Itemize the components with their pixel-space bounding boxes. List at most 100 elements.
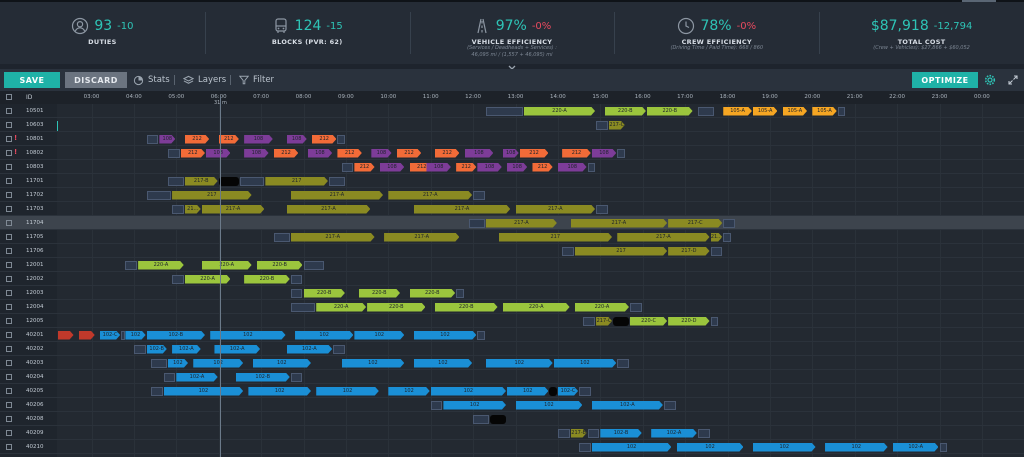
deadhead-segment[interactable]	[121, 330, 126, 340]
row-checkbox[interactable]	[6, 108, 12, 114]
deadhead-segment[interactable]	[697, 106, 714, 116]
trip-segment[interactable]: 102	[677, 443, 744, 452]
row-checkbox[interactable]	[6, 318, 12, 324]
block-row[interactable]	[0, 272, 1024, 286]
trip-segment[interactable]: 108	[380, 163, 404, 172]
deadhead-segment[interactable]	[587, 428, 600, 438]
trip-segment[interactable]: 102	[342, 359, 405, 368]
row-checkbox[interactable]	[6, 178, 12, 184]
trip-segment[interactable]: 102	[507, 387, 548, 396]
trip-segment[interactable]	[58, 331, 74, 340]
trip-segment[interactable]: 102	[414, 359, 472, 368]
fullscreen-button[interactable]	[1006, 73, 1020, 87]
trip-segment[interactable]: 212	[562, 149, 591, 158]
trip-segment[interactable]	[613, 316, 629, 326]
trip-segment[interactable]: 220-A	[575, 303, 629, 312]
block-row[interactable]	[0, 188, 1024, 202]
trip-segment[interactable]: 220-B	[304, 289, 345, 298]
trip-segment[interactable]: 102-A	[592, 401, 663, 410]
deadhead-segment[interactable]	[617, 148, 625, 158]
row-checkbox[interactable]	[6, 234, 12, 240]
trip-segment[interactable]: 212	[312, 135, 336, 144]
trip-segment[interactable]: 102	[486, 359, 553, 368]
block-row[interactable]	[0, 174, 1024, 188]
trip-segment[interactable]: 108	[558, 163, 587, 172]
trip-segment[interactable]: 108	[592, 149, 616, 158]
block-row[interactable]	[0, 230, 1024, 244]
trip-segment[interactable]: 108	[308, 149, 332, 158]
deadhead-segment[interactable]	[710, 246, 723, 256]
trip-segment[interactable]: 217-D	[668, 247, 709, 256]
block-row[interactable]	[0, 286, 1024, 300]
row-checkbox[interactable]	[6, 374, 12, 380]
trip-segment[interactable]: 217	[172, 191, 252, 200]
deadhead-segment[interactable]	[596, 204, 608, 214]
block-row[interactable]	[0, 146, 1024, 160]
trip-segment[interactable]: 108	[159, 135, 175, 144]
discard-button[interactable]: DISCARD	[65, 72, 127, 88]
trip-segment[interactable]: 217-A	[291, 191, 383, 200]
trip-segment[interactable]	[490, 414, 506, 424]
trip-segment[interactable]: 21...	[710, 234, 722, 240]
trip-segment[interactable]: 212	[410, 163, 434, 172]
trip-segment[interactable]: 21...	[185, 205, 201, 214]
trip-segment[interactable]: 108	[287, 135, 307, 144]
deadhead-segment[interactable]	[697, 428, 710, 438]
block-row[interactable]	[0, 160, 1024, 174]
trip-segment[interactable]: 212	[354, 163, 374, 172]
trip-segment[interactable]: 217-C	[609, 122, 625, 128]
deadhead-segment[interactable]	[473, 414, 490, 424]
warning-icon[interactable]: !	[14, 148, 18, 156]
deadhead-segment[interactable]	[587, 162, 596, 172]
trip-segment[interactable]: 102-B	[147, 345, 167, 354]
optimize-button[interactable]: OPTIMIZE	[912, 72, 978, 88]
filter-toggle[interactable]: Filter	[239, 73, 274, 87]
trip-segment[interactable]: 102-B	[147, 331, 205, 340]
trip-segment[interactable]: 102-A	[287, 345, 333, 354]
trip-segment[interactable]: 220-C	[630, 317, 667, 326]
trip-segment[interactable]: 220-B	[605, 107, 646, 116]
trip-segment[interactable]: 217-A	[414, 205, 511, 214]
block-row[interactable]	[0, 132, 1024, 146]
row-checkbox[interactable]	[6, 276, 12, 282]
trip-segment[interactable]: 102	[825, 443, 888, 452]
row-checkbox[interactable]	[6, 304, 12, 310]
deadhead-segment[interactable]	[710, 316, 718, 326]
trip-segment[interactable]: 102-B	[236, 373, 290, 382]
trip-segment[interactable]: 102	[354, 331, 404, 340]
trip-segment[interactable]: 108	[477, 163, 501, 172]
trip-segment[interactable]: 102	[592, 443, 672, 452]
deadhead-segment[interactable]	[125, 260, 138, 270]
trip-segment[interactable]: 212	[181, 149, 205, 158]
trip-segment[interactable]: 220-A	[138, 261, 184, 270]
trip-segment[interactable]: 102	[253, 359, 311, 368]
layers-toggle[interactable]: Layers	[183, 73, 226, 87]
trip-segment[interactable]: 102-C	[558, 387, 578, 396]
trip-segment[interactable]	[218, 176, 239, 186]
row-checkbox[interactable]	[6, 192, 12, 198]
trip-segment[interactable]	[79, 331, 95, 340]
trip-segment[interactable]: 220-A	[202, 261, 252, 270]
deadhead-segment[interactable]	[939, 442, 947, 452]
trip-segment[interactable]: 217-A	[287, 205, 371, 214]
trip-segment[interactable]: 212	[435, 149, 459, 158]
block-row[interactable]	[0, 412, 1024, 426]
trip-segment[interactable]: 217	[499, 233, 612, 242]
deadhead-segment[interactable]	[167, 148, 180, 158]
trip-segment[interactable]: 220-B	[410, 289, 456, 298]
trip-segment[interactable]: 220-B	[367, 303, 425, 312]
deadhead-segment[interactable]	[477, 330, 485, 340]
deadhead-segment[interactable]	[290, 302, 316, 312]
row-checkbox[interactable]	[6, 290, 12, 296]
deadhead-segment[interactable]	[596, 120, 608, 130]
trip-segment[interactable]: 105-A	[812, 107, 836, 116]
trip-segment[interactable]: 102	[554, 359, 617, 368]
deadhead-segment[interactable]	[290, 274, 303, 284]
row-checkbox[interactable]	[6, 150, 12, 156]
deadhead-segment[interactable]	[562, 246, 574, 256]
row-checkbox[interactable]	[6, 122, 12, 128]
deadhead-segment[interactable]	[163, 372, 176, 382]
block-row[interactable]	[0, 314, 1024, 328]
trip-segment[interactable]: 212	[532, 163, 552, 172]
deadhead-segment[interactable]	[473, 190, 485, 200]
